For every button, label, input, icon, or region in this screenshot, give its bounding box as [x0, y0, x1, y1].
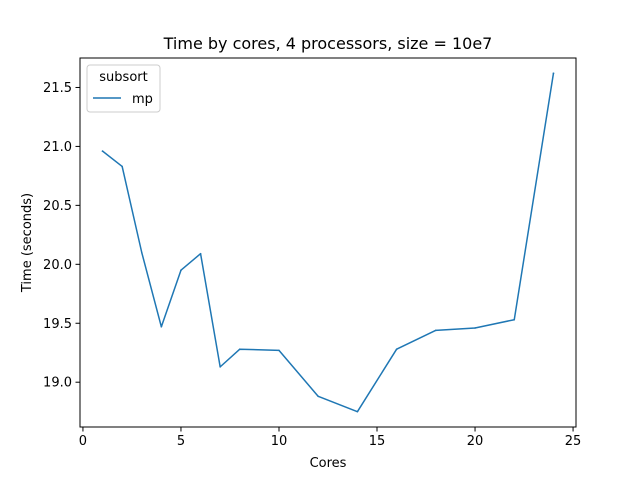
- data-point: [317, 395, 319, 398]
- data-point: [435, 329, 437, 332]
- axis-ticks: 0 5 10 15 20 25 19.0 19.5 20.0 20.5 21.0 21.5: [43, 81, 581, 449]
- data-point: [238, 348, 241, 350]
- plot-area-frame: [79, 57, 577, 428]
- y-axis-label: Time (seconds): [20, 193, 35, 293]
- data-point: [140, 251, 143, 254]
- x-tick-label: 10: [271, 434, 288, 449]
- data-point: [278, 349, 280, 352]
- data-point: [101, 150, 104, 152]
- y-tick-label: 19.0: [43, 376, 72, 391]
- legend-entry-mp: mp: [132, 92, 153, 107]
- y-tick-label: 21.0: [43, 140, 72, 155]
- data-point: [160, 325, 163, 328]
- y-tick-label: 21.5: [43, 81, 72, 96]
- legend-title: subsort: [99, 70, 147, 85]
- series-line-mp: [101, 72, 555, 413]
- series-layer: [101, 72, 555, 413]
- chart-title: Time by cores, 4 processors, size = 10e7: [163, 34, 493, 53]
- data-point: [356, 410, 359, 413]
- data-point: [552, 72, 555, 75]
- data-point: [474, 327, 476, 329]
- y-tick-label: 20.5: [43, 199, 72, 214]
- y-tick-label: 19.5: [43, 317, 72, 332]
- data-point: [219, 366, 221, 368]
- data-point: [121, 165, 123, 168]
- data-point: [513, 318, 516, 321]
- legend: subsort mp: [86, 64, 161, 113]
- x-tick-label: 25: [565, 434, 582, 449]
- x-tick-label: 20: [467, 434, 484, 449]
- data-point: [199, 252, 202, 255]
- y-tick-label: 20.0: [43, 258, 72, 273]
- x-axis-label: Cores: [310, 456, 347, 471]
- x-tick-label: 15: [369, 434, 386, 449]
- legend-box: [86, 64, 161, 113]
- x-tick-label: 0: [79, 434, 87, 449]
- data-point: [180, 269, 182, 272]
- x-tick-label: 5: [177, 434, 185, 449]
- data-point: [395, 348, 398, 350]
